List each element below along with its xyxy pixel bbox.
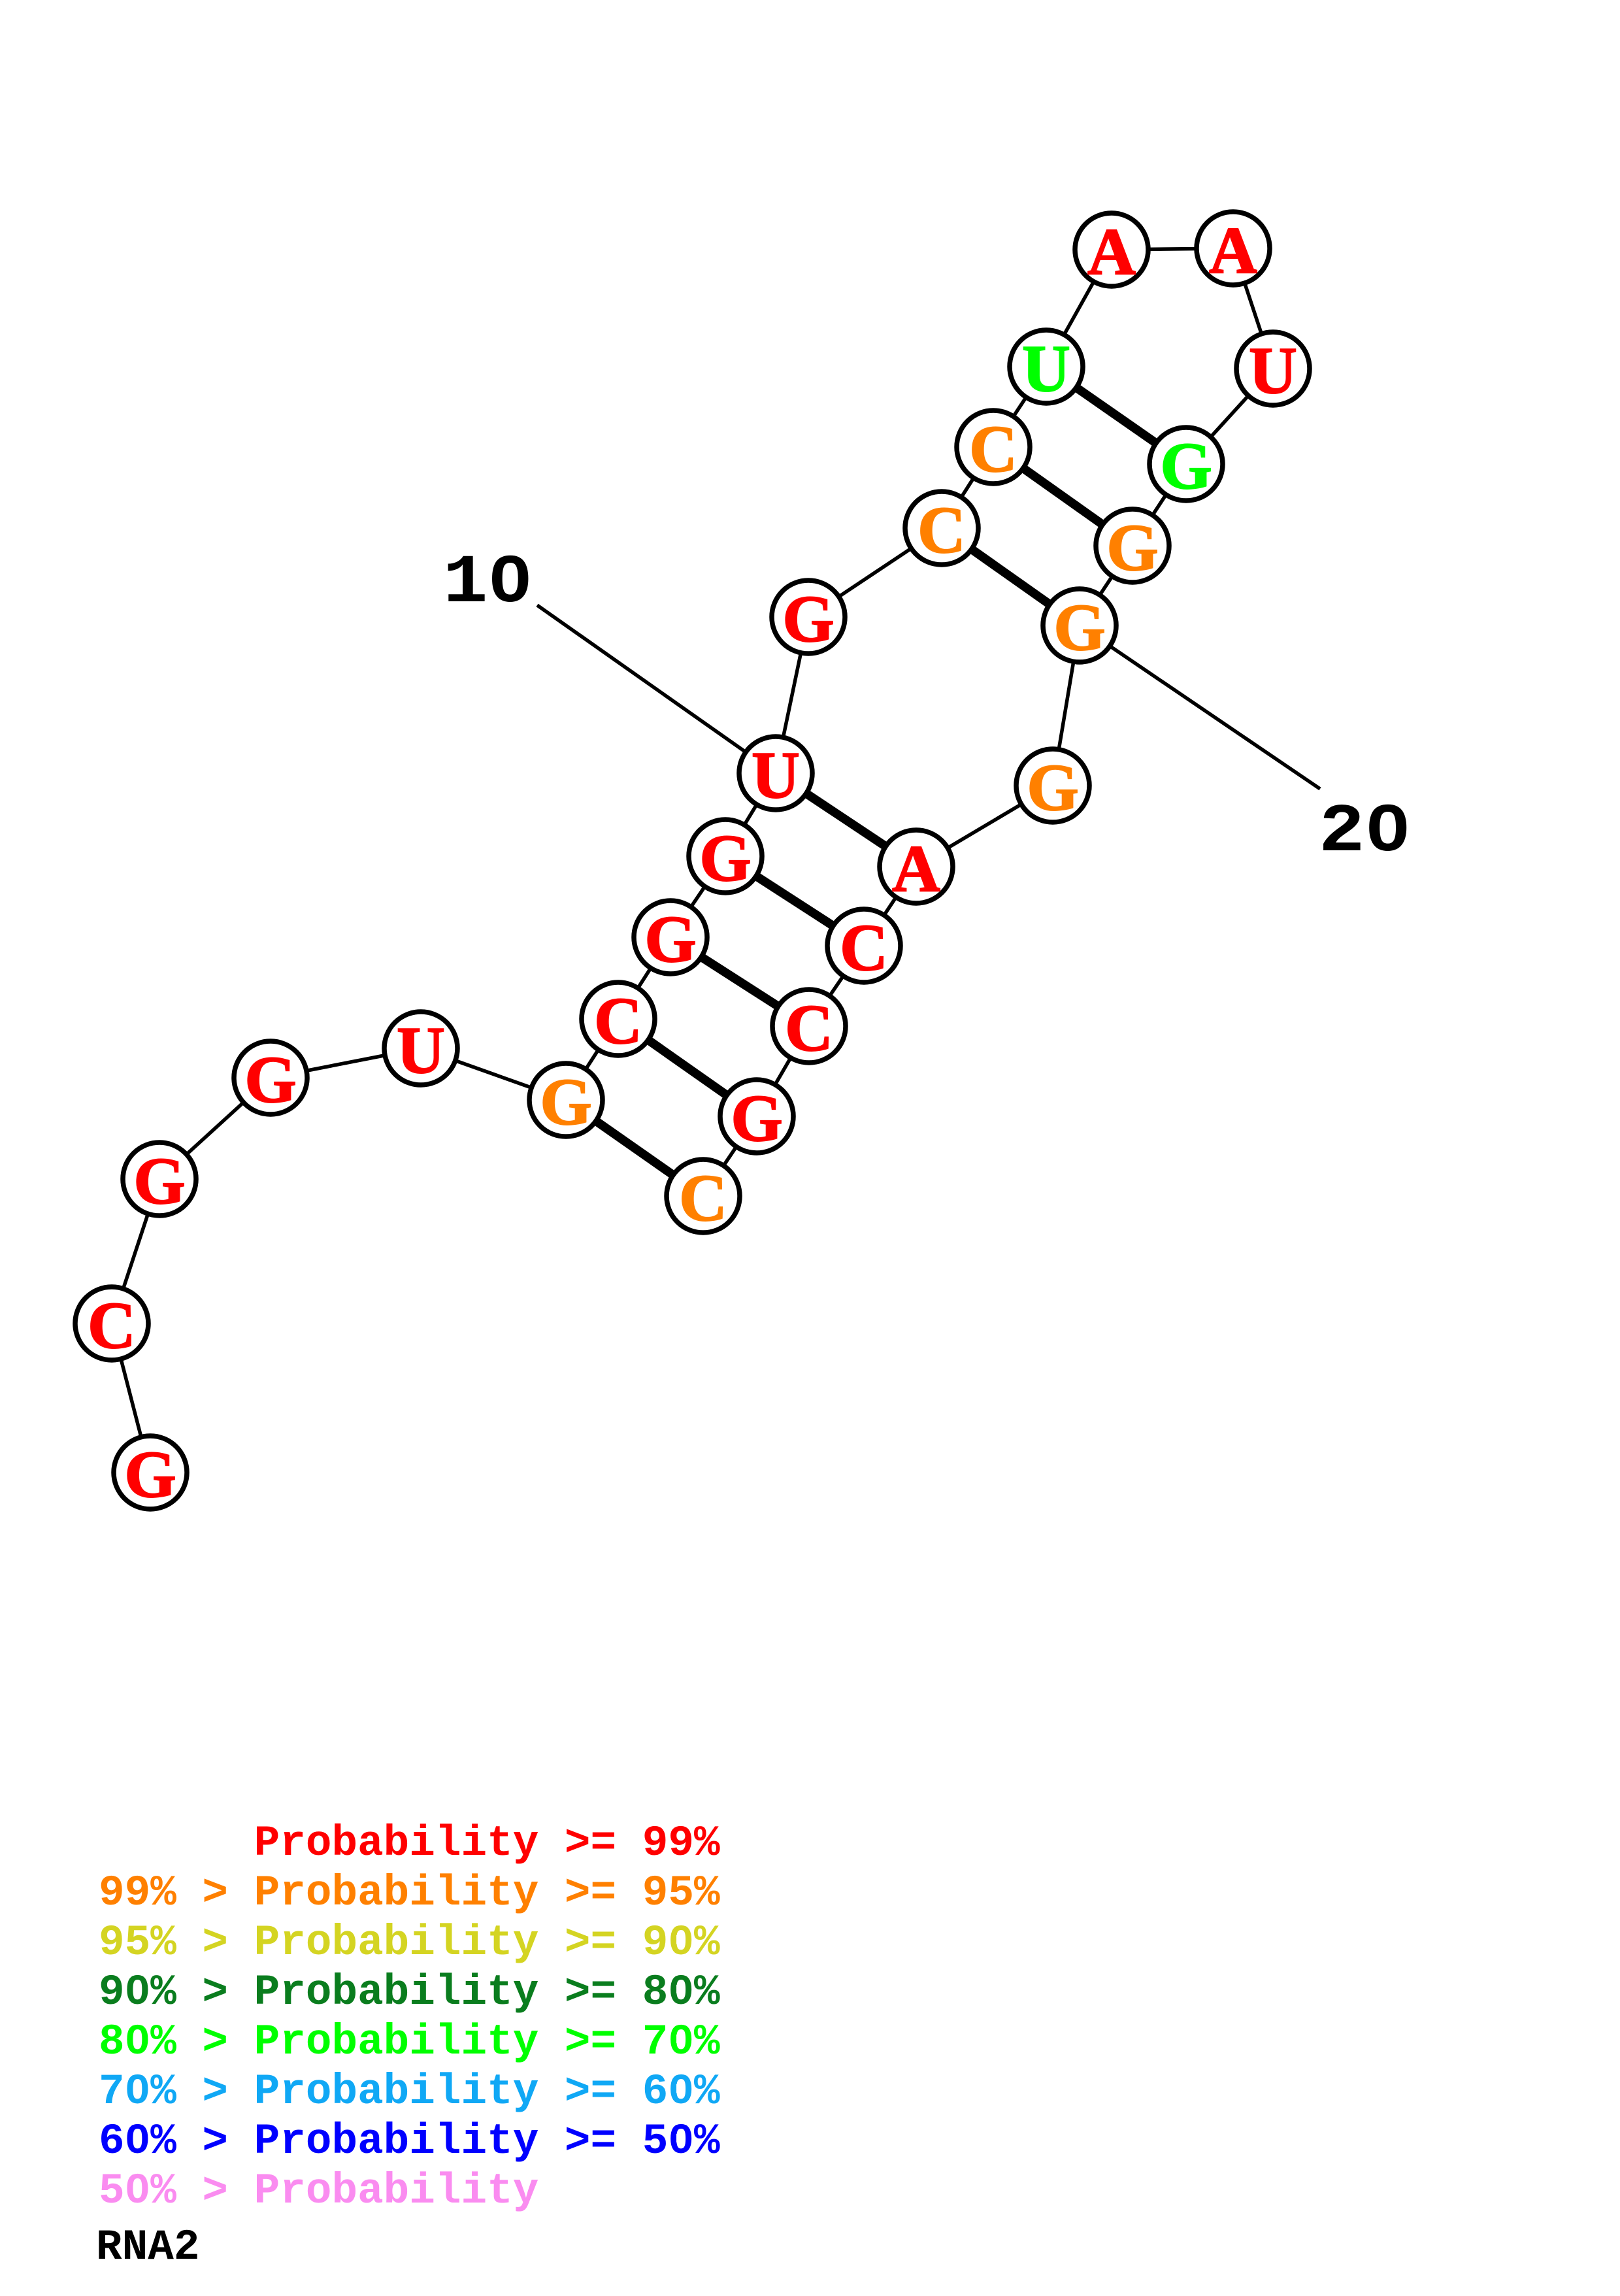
svg-text:C: C [785,991,833,1065]
svg-text:G: G [1160,429,1212,503]
svg-text:G: G [124,1438,176,1512]
svg-text:A: A [1087,215,1136,289]
svg-text:G: G [1106,511,1158,585]
svg-text:C: C [969,412,1017,486]
svg-text:50% > Probability: 50% > Probability [99,2167,538,2216]
svg-text:C: C [840,911,888,985]
svg-text:G: G [1027,751,1078,825]
svg-text:C: C [594,984,642,1058]
svg-text:U: U [397,1014,445,1088]
svg-text:U: U [1022,332,1070,406]
svg-text:Probability >= 99%: Probability >= 99% [99,1819,720,1868]
svg-text:C: C [917,493,966,567]
svg-text:U: U [1249,334,1297,408]
svg-text:G: G [731,1082,782,1156]
svg-text:10: 10 [443,544,533,622]
svg-text:20: 20 [1319,793,1411,871]
svg-text:C: C [88,1289,136,1363]
svg-text:G: G [782,582,834,656]
svg-text:A: A [1209,214,1257,288]
svg-text:80% > Probability >= 70%: 80% > Probability >= 70% [99,2018,720,2067]
svg-text:G: G [699,822,751,895]
svg-text:A: A [892,832,940,906]
svg-text:99% > Probability >= 95%: 99% > Probability >= 95% [99,1869,720,1918]
svg-text:G: G [1053,591,1105,665]
svg-text:G: G [644,903,696,976]
svg-text:G: G [244,1043,296,1117]
svg-text:C: C [679,1161,727,1235]
svg-text:60% > Probability >= 50%: 60% > Probability >= 50% [99,2117,720,2166]
svg-text:G: G [133,1144,185,1218]
svg-text:RNA2: RNA2 [96,2223,199,2272]
svg-text:70% > Probability >= 60%: 70% > Probability >= 60% [99,2067,720,2116]
svg-text:95% > Probability >= 90%: 95% > Probability >= 90% [99,1918,720,1967]
svg-text:U: U [752,739,800,812]
svg-text:90% > Probability >= 80%: 90% > Probability >= 80% [99,1968,720,2017]
svg-text:G: G [540,1065,591,1139]
